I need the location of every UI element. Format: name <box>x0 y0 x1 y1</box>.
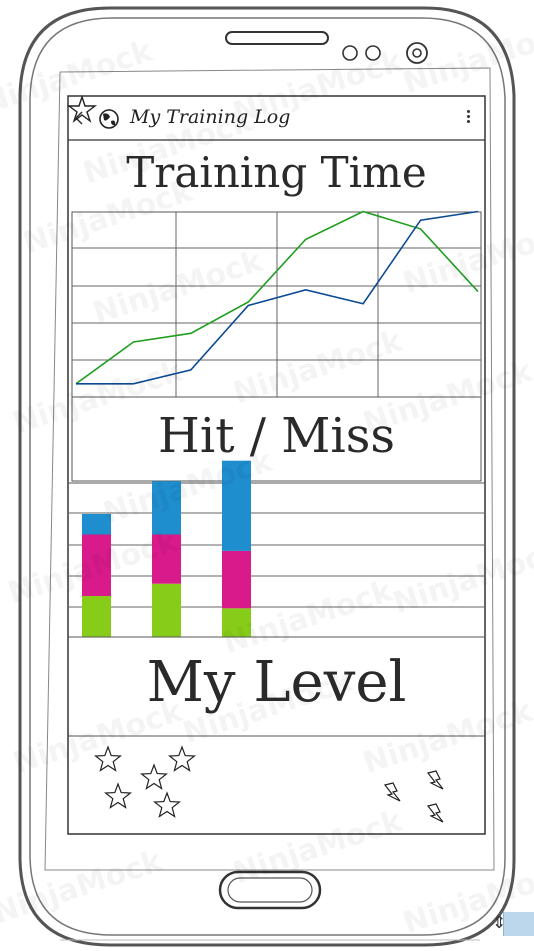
bar-segment <box>82 596 111 637</box>
bar-segment <box>152 534 181 584</box>
star-icon <box>167 745 197 772</box>
section-title-my-level: My Level <box>146 650 407 715</box>
bar-chart <box>68 460 485 637</box>
bar-segment <box>152 481 181 535</box>
lightning-icon <box>426 770 444 790</box>
sensor-icon <box>365 45 381 61</box>
camera-lens-icon <box>412 48 422 58</box>
camera-icon <box>406 42 428 64</box>
star-icon <box>139 763 169 790</box>
overflow-menu-icon[interactable] <box>465 110 473 130</box>
phone-outer-shell <box>18 6 516 947</box>
app-title: My Training Log <box>130 106 291 128</box>
star-icon <box>103 782 133 809</box>
bar-segment <box>152 583 181 637</box>
corner-tool-button[interactable] <box>503 912 534 936</box>
home-button-inner <box>227 877 313 903</box>
home-button[interactable] <box>218 870 322 910</box>
screen <box>67 95 486 835</box>
level-icons <box>93 745 444 823</box>
section-title-training-time: Training Time <box>126 148 427 197</box>
bar-segment <box>222 460 251 551</box>
speaker-slot <box>225 31 329 45</box>
line-chart <box>72 210 481 397</box>
line-series-1 <box>75 210 479 385</box>
bar-segment <box>82 514 111 535</box>
phone-inner-shell <box>29 17 506 936</box>
back-chevron-icon[interactable] <box>74 111 83 125</box>
line-series-2 <box>76 210 479 385</box>
bar-segment <box>222 550 251 609</box>
star-icon <box>93 745 123 772</box>
lightning-icon <box>426 803 444 823</box>
bar-segment <box>222 608 251 637</box>
star-icon <box>152 791 182 818</box>
globe-icon <box>99 109 119 129</box>
bar-segment <box>82 534 111 596</box>
hit-miss-frame <box>71 396 482 482</box>
phone-bezel <box>44 67 495 871</box>
star-icon <box>66 94 98 123</box>
globe-land <box>103 113 116 126</box>
lightning-icon <box>383 782 401 802</box>
resize-arrows-icon[interactable]: ⇕ <box>492 913 507 933</box>
section-title-hit-miss: Hit / Miss <box>158 408 395 464</box>
sensor-icon <box>342 45 358 61</box>
